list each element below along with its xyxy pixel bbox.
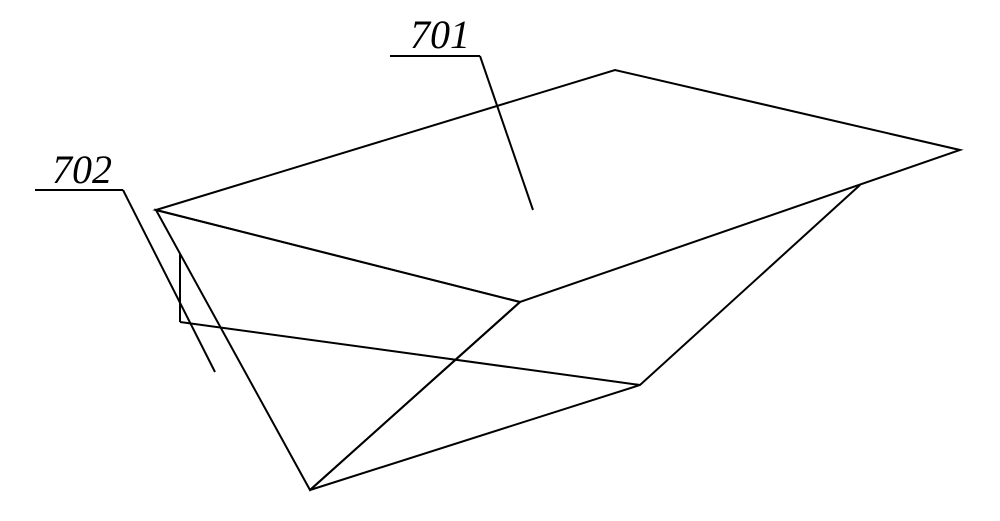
bottom-plate bbox=[310, 185, 860, 490]
label-702: 702 bbox=[52, 147, 112, 192]
part-701-top-plate bbox=[156, 70, 960, 302]
technical-diagram: 701 702 bbox=[0, 0, 1000, 521]
label-701: 701 bbox=[410, 12, 470, 57]
leader-701 bbox=[480, 56, 533, 210]
leader-702 bbox=[123, 190, 215, 372]
bottom-back-edge bbox=[180, 322, 640, 385]
